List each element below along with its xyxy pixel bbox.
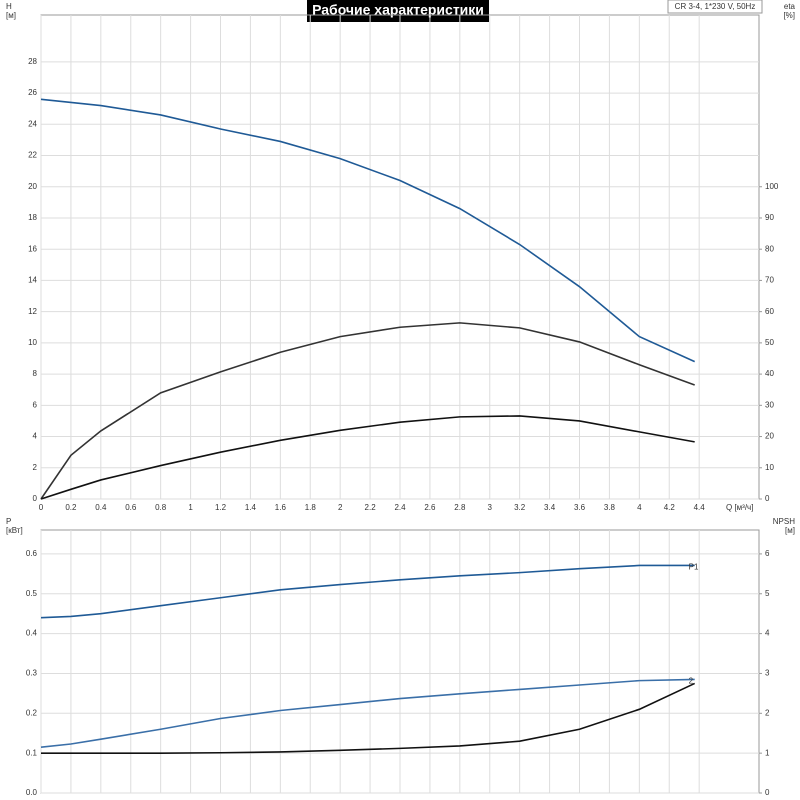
x-tick-label: 3.4 xyxy=(544,503,556,512)
y-tick-label: 12 xyxy=(28,307,37,316)
x-tick-label: 3.8 xyxy=(604,503,616,512)
x-tick-label: 4.2 xyxy=(664,503,676,512)
x-tick-label: 2.6 xyxy=(424,503,436,512)
y-axis-unit: [м] xyxy=(6,11,16,20)
y2-tick-label: 100 xyxy=(765,182,779,191)
y2-tick-label: 30 xyxy=(765,400,774,409)
y2-tick-label: 4 xyxy=(765,629,770,638)
y2-axis-unit: [%] xyxy=(783,11,795,20)
x-tick-label: 2.8 xyxy=(454,503,466,512)
x-tick-label: 1.2 xyxy=(215,503,227,512)
x-tick-label: 4.4 xyxy=(694,503,706,512)
x-tick-label: 1.4 xyxy=(245,503,257,512)
x-tick-label: 4 xyxy=(637,503,642,512)
y-tick-label: 24 xyxy=(28,119,37,128)
y-axis-label: P xyxy=(6,517,11,526)
title-box xyxy=(307,0,489,22)
y2-tick-label: 5 xyxy=(765,589,770,598)
y-tick-label: 0 xyxy=(33,494,38,503)
y-tick-label: 16 xyxy=(28,244,37,253)
curve xyxy=(40,415,695,500)
x-tick-label: 3.2 xyxy=(514,503,526,512)
y-tick-label: 8 xyxy=(33,369,38,378)
y2-tick-label: 10 xyxy=(765,463,774,472)
y-tick-label: 0.4 xyxy=(26,629,38,638)
y2-tick-label: 50 xyxy=(765,338,774,347)
curve xyxy=(40,322,695,500)
y2-tick-label: 40 xyxy=(765,369,774,378)
y2-tick-label: 0 xyxy=(765,788,770,797)
y-tick-label: 0.3 xyxy=(26,669,38,678)
y2-tick-label: 3 xyxy=(765,669,770,678)
curve-label: 2 xyxy=(689,677,694,686)
y-tick-label: 6 xyxy=(33,400,38,409)
x-tick-label: 2.4 xyxy=(394,503,406,512)
curve xyxy=(40,564,695,619)
curve xyxy=(41,682,696,754)
x-tick-label: 3 xyxy=(488,503,493,512)
y2-axis-unit: [м] xyxy=(785,526,795,535)
y2-tick-label: 70 xyxy=(765,276,774,285)
y2-tick-label: 20 xyxy=(765,432,774,441)
annotation-box xyxy=(667,0,763,14)
x-tick-label: 0 xyxy=(39,503,44,512)
y2-tick-label: 0 xyxy=(765,494,770,503)
chart-title: Рабочие характеристики xyxy=(312,2,484,18)
y-tick-label: 28 xyxy=(28,57,37,66)
y2-axis-label: NPSH xyxy=(773,517,795,526)
y-tick-label: 4 xyxy=(33,432,38,441)
y-tick-label: 0.6 xyxy=(26,549,38,558)
y-tick-label: 0.0 xyxy=(26,788,38,797)
y-tick-label: 0.1 xyxy=(26,748,38,757)
x-axis-label: Q [м³/ч] xyxy=(726,503,753,512)
y2-tick-label: 60 xyxy=(765,307,774,316)
x-tick-label: 3.6 xyxy=(574,503,586,512)
y-tick-label: 22 xyxy=(28,151,37,160)
y2-tick-label: 80 xyxy=(765,244,774,253)
y-tick-label: 0.2 xyxy=(26,708,38,717)
x-tick-label: 2 xyxy=(338,503,343,512)
y-tick-label: 2 xyxy=(33,463,38,472)
y-tick-label: 10 xyxy=(28,338,37,347)
x-tick-label: 0.6 xyxy=(125,503,137,512)
y-tick-label: 26 xyxy=(28,88,37,97)
y-tick-label: 14 xyxy=(28,276,37,285)
y2-tick-label: 2 xyxy=(765,708,770,717)
y-axis-unit: [кВт] xyxy=(6,526,23,535)
y2-tick-label: 1 xyxy=(765,748,770,757)
x-tick-label: 0.4 xyxy=(95,503,107,512)
y2-tick-label: 90 xyxy=(765,213,774,222)
curve xyxy=(40,98,696,363)
y-tick-label: 20 xyxy=(28,182,37,191)
x-tick-label: 0.2 xyxy=(65,503,77,512)
annotation: CR 3-4, 1*230 V, 50Hz xyxy=(675,2,756,11)
y-axis-label: H xyxy=(6,2,12,11)
x-tick-label: 1.6 xyxy=(275,503,287,512)
x-tick-label: 2.2 xyxy=(365,503,377,512)
y-tick-label: 0.5 xyxy=(26,589,38,598)
y2-axis-label: eta xyxy=(784,2,796,11)
y2-tick-label: 6 xyxy=(765,549,770,558)
x-tick-label: 1.8 xyxy=(305,503,317,512)
x-tick-label: 0.8 xyxy=(155,503,167,512)
curve xyxy=(40,678,695,748)
x-tick-label: 1 xyxy=(188,503,193,512)
y-tick-label: 18 xyxy=(28,213,37,222)
curve-label: P1 xyxy=(689,563,699,572)
